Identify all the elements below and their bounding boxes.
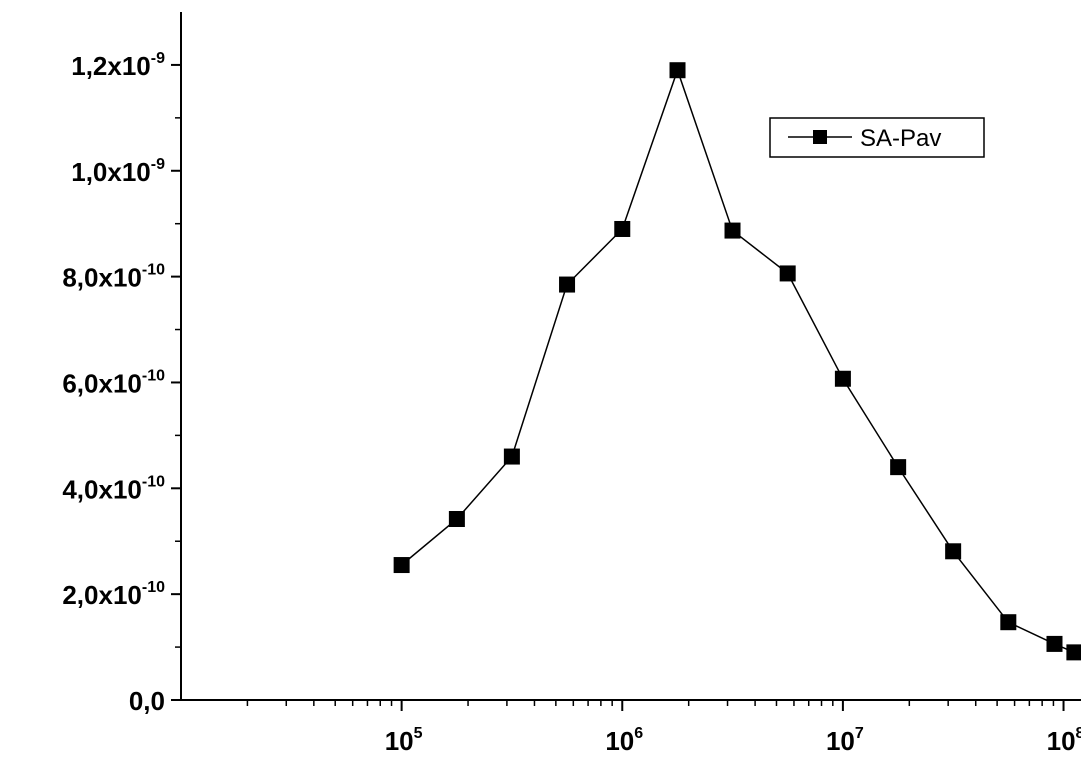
data-point [559, 276, 576, 293]
x-axis: 105 106 107 108 [246, 700, 1081, 756]
y-axis: 0,0 2,0x10-10 4,0x10-10 6,0x10-10 8,0x10-10 1… [62, 50, 181, 716]
legend: SA-Pav [769, 117, 985, 158]
x-tick-label: 107 [826, 725, 864, 756]
data-point [393, 557, 410, 574]
data-point [1066, 644, 1081, 661]
axes [180, 12, 1081, 701]
data-point [834, 370, 851, 387]
y-tick-label: 1,2x10-9 [71, 50, 165, 81]
y-tick-label: 2,0x10-10 [62, 579, 165, 610]
y-tick-label: 4,0x10-10 [62, 473, 165, 504]
data-point [1000, 614, 1017, 631]
data-point [724, 222, 741, 239]
data-point [448, 511, 465, 528]
x-tick-label: 105 [385, 725, 423, 756]
data-point [669, 62, 686, 79]
data-point [945, 543, 962, 560]
legend-label: SA-Pav [860, 125, 941, 152]
x-tick-label: 106 [605, 725, 643, 756]
y-tick-label: 8,0x10-10 [62, 262, 165, 293]
series-line [401, 67, 1075, 654]
y-tick-label: 1,0x10-9 [71, 156, 165, 187]
legend-marker [813, 130, 827, 144]
data-point [779, 265, 796, 282]
data-point [890, 459, 907, 476]
data-point [503, 448, 520, 465]
series-layer [393, 62, 1081, 661]
x-tick-label: 108 [1047, 725, 1081, 756]
y-tick-label: 6,0x10-10 [62, 367, 165, 398]
data-point [614, 220, 631, 237]
data-point [1046, 635, 1063, 652]
y-tick-label: 0,0 [129, 686, 165, 716]
legend-box [769, 117, 985, 158]
